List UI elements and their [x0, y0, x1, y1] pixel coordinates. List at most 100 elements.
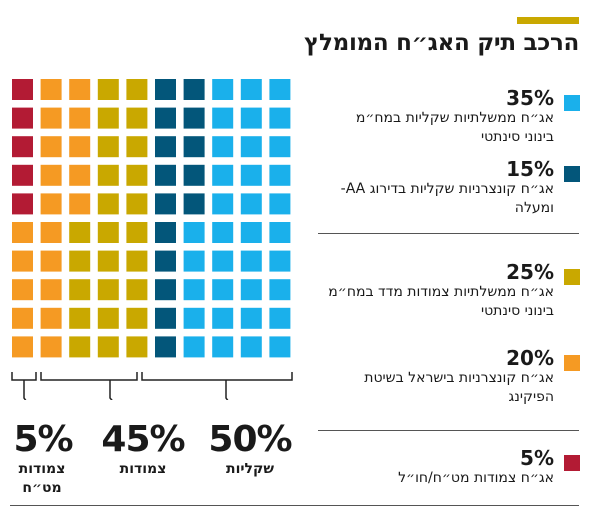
waffle-cell [69, 336, 91, 358]
waffle-cell [183, 193, 205, 215]
bottom-rule [10, 505, 579, 506]
waffle-cell [126, 136, 148, 158]
waffle-cell [69, 307, 91, 329]
waffle-cell [126, 107, 148, 129]
waffle-cell [69, 107, 91, 129]
waffle-cell [12, 164, 33, 186]
legend-item-fx-linked: 5% אג״ח צמודות מט״ח/חו״ל [320, 446, 584, 508]
waffle-cell [240, 164, 262, 186]
waffle-cell [12, 307, 33, 329]
waffle-cell [269, 250, 291, 272]
waffle-cell [126, 222, 148, 243]
waffle-cell [69, 250, 91, 272]
waffle-cell [269, 279, 291, 301]
waffle-cell [183, 250, 205, 272]
legend-pct: 15% [506, 157, 554, 181]
legend-pct: 5% [520, 446, 554, 470]
waffle-cell [126, 307, 148, 329]
waffle-cell [240, 136, 262, 158]
legend-pct: 35% [506, 86, 554, 110]
waffle-cell [183, 279, 205, 301]
legend-pct: 25% [506, 260, 554, 284]
waffle-cell [97, 193, 119, 215]
waffle-chart [11, 79, 293, 400]
waffle-cell [155, 164, 176, 186]
waffle-cell [12, 79, 33, 100]
legend-item-corp-shekel: 15% אג״ח קונצרניות שקליות בדירוג AA- ומע… [320, 157, 584, 219]
waffle-cell [69, 164, 91, 186]
waffle-cell [269, 193, 291, 215]
legend-swatch [564, 455, 580, 471]
legend-desc: אג״ח ממשלתיות צמודות מדד במח״מ בינוני סי… [328, 284, 554, 319]
group-pct-linked: 45% [101, 419, 185, 460]
waffle-cell [212, 136, 234, 158]
chart-title: הרכב תיק האג״ח המומלץ [304, 30, 579, 56]
group-label-linked: צמודות [119, 461, 167, 477]
waffle-cell [155, 136, 176, 158]
waffle-cell [269, 307, 291, 329]
waffle-cell [212, 307, 234, 329]
waffle-cell [155, 107, 176, 129]
waffle-cell [69, 279, 91, 301]
waffle-cell [12, 279, 33, 301]
waffle-cell [97, 79, 119, 100]
waffle-cell [269, 222, 291, 243]
waffle-cell [240, 336, 262, 358]
legend-desc: אג״ח ממשלתיות שקליות במח״מ בינוני סינתטי [355, 110, 554, 145]
waffle-cell [269, 336, 291, 358]
waffle-cell [12, 250, 33, 272]
waffle-cell [240, 79, 262, 100]
waffle-cell [183, 79, 205, 100]
divider [318, 233, 579, 234]
accent-bar [517, 17, 579, 24]
legend-swatch [564, 355, 580, 371]
group-brackets [11, 372, 293, 400]
waffle-cell [69, 193, 91, 215]
legend-item-gov-linked: 25% אג״ח ממשלתיות צמודות מדד במח״מ בינונ… [320, 260, 584, 322]
waffle-cell [155, 307, 176, 329]
waffle-cell [183, 222, 205, 243]
group-pct-shekel: 50% [208, 419, 292, 460]
waffle-cell [212, 336, 234, 358]
waffle-cell [155, 336, 176, 358]
bracket-shekel [141, 372, 293, 400]
waffle-cell [212, 79, 234, 100]
waffle-cell [40, 164, 62, 186]
waffle-cell [126, 250, 148, 272]
waffle-cell [40, 336, 62, 358]
waffle-cell [12, 193, 33, 215]
waffle-cell [183, 336, 205, 358]
waffle-cell [97, 307, 119, 329]
waffle-cell [69, 136, 91, 158]
waffle-cell [212, 279, 234, 301]
waffle-cell [240, 307, 262, 329]
waffle-cell [126, 279, 148, 301]
waffle-cell [97, 107, 119, 129]
waffle-cell [97, 279, 119, 301]
waffle-cell [212, 193, 234, 215]
waffle-cell [97, 222, 119, 243]
waffle-cell [97, 164, 119, 186]
waffle-cell [126, 193, 148, 215]
legend-pct: 20% [506, 346, 554, 370]
waffle-cell [40, 136, 62, 158]
legend-swatch [564, 269, 580, 285]
waffle-cell [183, 307, 205, 329]
waffle-cell [183, 107, 205, 129]
legend-desc: אג״ח צמודות מט״ח/חו״ל [398, 470, 554, 486]
waffle-cell [40, 307, 62, 329]
waffle-cell [155, 193, 176, 215]
waffle-cell [240, 193, 262, 215]
bracket-linked [40, 372, 138, 400]
legend-swatch [564, 166, 580, 182]
waffle-cell [69, 79, 91, 100]
waffle-cell [97, 136, 119, 158]
waffle-cell [97, 336, 119, 358]
waffle-cell [212, 107, 234, 129]
waffle-cell [240, 250, 262, 272]
waffle-cell [126, 164, 148, 186]
divider [318, 430, 579, 431]
legend-desc: אג״ח קונצרניות שקליות בדירוג AA- ומעלה [340, 181, 554, 216]
waffle-cell [12, 336, 33, 358]
waffle-cell [12, 222, 33, 243]
